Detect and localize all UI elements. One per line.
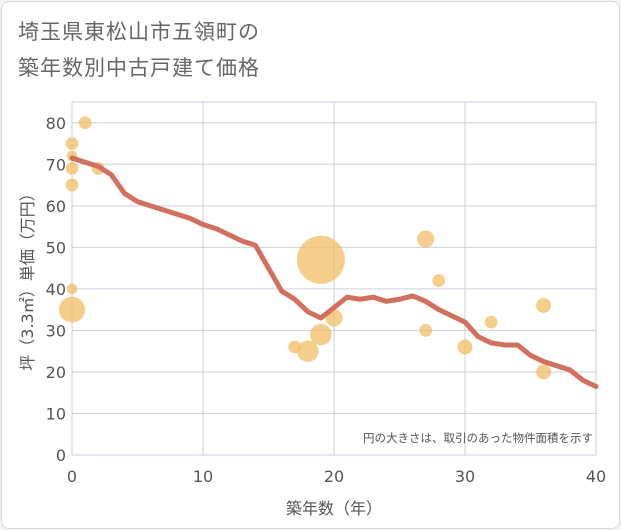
y-tick-label: 70: [46, 155, 66, 174]
x-axis-title: 築年数（年）: [286, 499, 382, 518]
y-tick-labels: 0 10 20 30 40 50 60 70 80: [46, 114, 66, 465]
bubble: [59, 296, 85, 323]
bubble: [432, 274, 446, 287]
trend-line-path: [69, 155, 599, 389]
bubble: [417, 230, 435, 248]
y-tick-label: 10: [46, 404, 66, 423]
bubble: [297, 340, 319, 362]
bubble: [78, 116, 92, 130]
x-tick-label: 30: [455, 467, 475, 486]
bubbles: [59, 116, 552, 380]
bubble: [457, 339, 473, 355]
bubble: [65, 137, 79, 150]
y-tick-label: 80: [46, 114, 66, 133]
y-tick-label: 40: [46, 280, 66, 299]
bubble: [536, 297, 552, 313]
y-tick-label: 20: [46, 363, 66, 382]
y-tick-label: 30: [46, 321, 66, 340]
x-tick-label: 20: [324, 467, 344, 486]
bubble: [296, 235, 345, 284]
x-tick-label: 0: [67, 467, 77, 486]
chart-title-line-2: 築年数別中古戸建て価格: [18, 56, 260, 80]
bubble: [536, 364, 552, 380]
size-note: 円の大きさは、取引のあった物件面積を示す: [363, 431, 593, 445]
bubble: [419, 324, 433, 337]
bubble: [65, 162, 79, 175]
chart-title: 埼玉県東松山市五領町の 築年数別中古戸建て価格: [18, 14, 260, 86]
y-axis-title: 坪（3.3㎡）単価（万円）: [18, 185, 37, 370]
y-tick-label: 0: [56, 446, 66, 465]
bubble: [65, 178, 79, 192]
y-tick-label: 50: [46, 238, 66, 257]
chart-title-line-1: 埼玉県東松山市五領町の: [18, 20, 260, 44]
trend-line: [69, 155, 599, 389]
y-tick-label: 60: [46, 197, 66, 216]
grid-lines: [71, 101, 597, 456]
bubble: [484, 315, 498, 329]
x-tick-labels: 0 10 20 30 40: [67, 467, 606, 486]
x-tick-label: 40: [586, 467, 606, 486]
bubble: [66, 283, 78, 295]
x-tick-label: 10: [193, 467, 213, 486]
bubble: [310, 323, 332, 346]
